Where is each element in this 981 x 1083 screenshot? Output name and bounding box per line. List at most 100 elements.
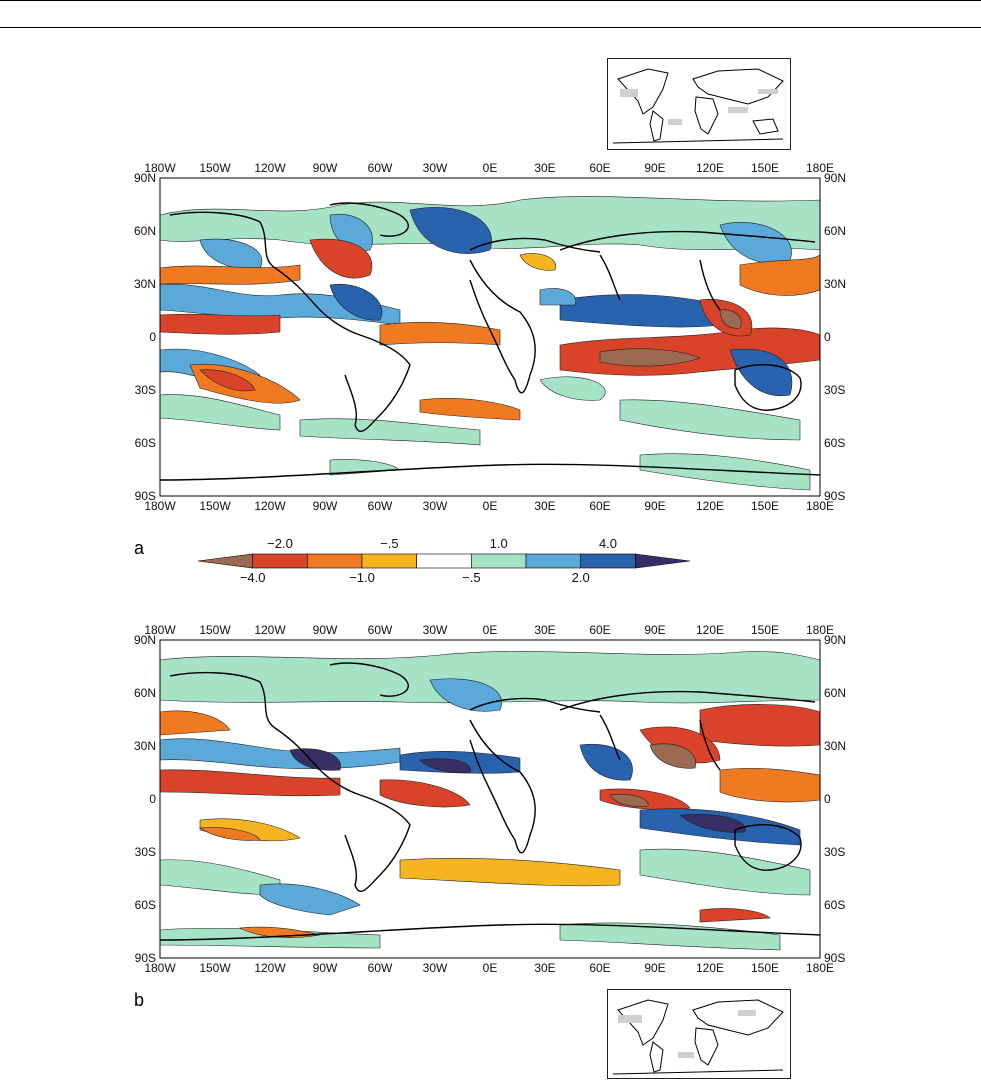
lat-tick-label: 30S — [824, 383, 845, 397]
lat-tick-label: 30N — [824, 277, 846, 291]
lon-tick-label: 180E — [806, 161, 834, 175]
lon-tick-label: 150E — [751, 961, 779, 975]
top-rule — [0, 0, 981, 1]
lon-tick-label: 120E — [696, 499, 724, 513]
lon-tick-label: 90E — [644, 623, 665, 637]
lat-tick-label: 90N — [134, 633, 156, 647]
inset-map-bottom — [607, 989, 791, 1079]
lat-tick-label: 30N — [134, 277, 156, 291]
lon-tick-label: 120E — [696, 961, 724, 975]
lat-tick-label: 60S — [135, 898, 156, 912]
colorbar-bin — [197, 553, 253, 569]
lon-tick-label: 90E — [644, 161, 665, 175]
panel-b-label: b — [134, 990, 145, 1010]
lon-tick-label: 150E — [751, 161, 779, 175]
lon-tick-label: 0E — [483, 161, 498, 175]
lon-tick-label: 30W — [423, 961, 448, 975]
inset-map-top — [607, 58, 791, 150]
lat-tick-label: 60N — [134, 224, 156, 238]
lon-tick-label: 60W — [368, 499, 393, 513]
lon-tick-label: 90W — [313, 161, 338, 175]
colorbar-top-label: −2.0 — [267, 536, 293, 551]
lat-tick-label: 60N — [824, 686, 846, 700]
lat-tick-label: 60S — [824, 898, 845, 912]
lat-tick-label: 30S — [135, 845, 156, 859]
lon-tick-label: 150W — [199, 623, 231, 637]
lat-tick-label: 90N — [824, 633, 846, 647]
lon-tick-label: 180W — [144, 623, 176, 637]
panel-a-frame — [159, 177, 821, 497]
lon-tick-label: 30W — [423, 499, 448, 513]
inset-world-outline — [608, 59, 790, 149]
lat-tick-label: 60S — [135, 436, 156, 450]
lat-tick-label: 0 — [149, 330, 156, 344]
coastlines-a — [160, 202, 820, 481]
lat-tick-label: 0 — [824, 330, 831, 344]
header-rule — [0, 27, 981, 28]
lat-tick-label: 0 — [824, 792, 831, 806]
lat-tick-label: 60S — [824, 436, 845, 450]
lon-tick-label: 0E — [483, 499, 498, 513]
colorbar-bin — [635, 553, 691, 569]
lon-tick-label: 60E — [589, 499, 610, 513]
colorbar: −2.0 −.5 1.0 4.0 −4.0 −1.0 −.5 2.0 — [197, 536, 691, 585]
lon-tick-label: 180W — [144, 499, 176, 513]
lon-tick-label: 30E — [534, 161, 555, 175]
lon-tick-label: 90E — [644, 499, 665, 513]
lat-tick-label: 30N — [824, 739, 846, 753]
lat-tick-label: 90N — [134, 171, 156, 185]
lon-tick-label: 60W — [368, 161, 393, 175]
panel-a-map — [160, 178, 820, 496]
lat-tick-label: 90S — [135, 489, 156, 503]
lat-tick-label: 60N — [824, 224, 846, 238]
lon-tick-label: 150E — [751, 499, 779, 513]
lon-tick-label: 120W — [254, 161, 286, 175]
lon-tick-label: 60W — [368, 961, 393, 975]
panel-b-ticks: 180W 150W 120W 90W 60W 30W 0E 30E 60E 90E 120E 150E… — [134, 623, 846, 975]
lon-tick-label: 180E — [806, 961, 834, 975]
colorbar-top-label: −.5 — [380, 536, 398, 551]
colorbar-bin — [307, 553, 363, 569]
lat-tick-label: 90N — [824, 171, 846, 185]
lon-tick-label: 90E — [644, 961, 665, 975]
colorbar-bottom-label: −4.0 — [240, 570, 266, 585]
lon-tick-label: 60E — [589, 161, 610, 175]
lat-tick-label: 90S — [824, 951, 845, 965]
panel-a-ticks: 180W 150W 120W 90W 60W 30W 0E 30E 60E 90E 120E 150E… — [134, 161, 846, 513]
lon-tick-label: 150W — [199, 961, 231, 975]
lon-tick-label: 150W — [199, 161, 231, 175]
colorbar-bin — [525, 553, 581, 569]
coastlines-b — [160, 662, 820, 941]
colorbar-bottom-label: −.5 — [462, 570, 480, 585]
panel-a-label: a — [134, 538, 145, 558]
inset-world-outline — [608, 990, 790, 1078]
lon-tick-label: 180W — [144, 161, 176, 175]
colorbar-bin — [416, 553, 472, 569]
lat-tick-label: 60N — [134, 686, 156, 700]
lon-tick-label: 150W — [199, 499, 231, 513]
lon-tick-label: 30W — [423, 161, 448, 175]
lon-tick-label: 150E — [751, 623, 779, 637]
lon-tick-label: 60E — [589, 961, 610, 975]
colorbar-bin — [252, 553, 308, 569]
colorbar-top-label: 1.0 — [490, 536, 508, 551]
lon-tick-label: 0E — [483, 623, 498, 637]
lon-tick-label: 60E — [589, 623, 610, 637]
lon-tick-label: 120E — [696, 161, 724, 175]
panel-b-map — [160, 640, 820, 958]
colorbar-bottom-label: 2.0 — [572, 570, 590, 585]
colorbar-bin — [580, 553, 636, 569]
lon-tick-label: 0E — [483, 961, 498, 975]
lon-tick-label: 30E — [534, 623, 555, 637]
colorbar-bottom-label: −1.0 — [349, 570, 375, 585]
lon-tick-label: 60W — [368, 623, 393, 637]
lon-tick-label: 120W — [254, 961, 286, 975]
colorbar-top-label: 4.0 — [599, 536, 617, 551]
lon-tick-label: 180E — [806, 499, 834, 513]
lon-tick-label: 90W — [313, 623, 338, 637]
lat-tick-label: 30S — [135, 383, 156, 397]
lat-tick-label: 90S — [135, 951, 156, 965]
colorbar-bin — [471, 553, 527, 569]
lon-tick-label: 180W — [144, 961, 176, 975]
lon-tick-label: 30W — [423, 623, 448, 637]
